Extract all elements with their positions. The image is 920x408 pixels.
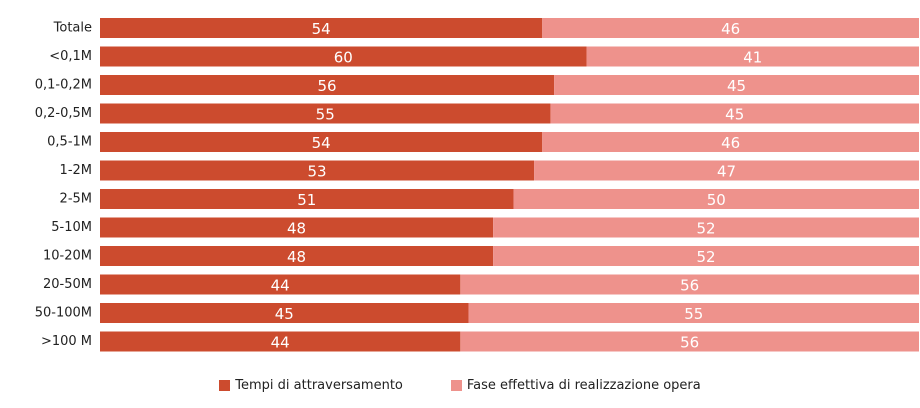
legend: Tempi di attraversamento Fase effettiva … (0, 373, 920, 397)
bar-segment-series-1 (100, 132, 543, 152)
category-label: 0,1-0,2M (35, 78, 92, 93)
bar-segment-series-2 (493, 217, 919, 238)
data-labels: 54 46 60 41 56 45 55 45 54 46 53 47 51 50 48 52 48 52 44 56… (271, 20, 763, 352)
data-label-series-2: 45 (725, 106, 744, 124)
data-label-series-1: 51 (297, 191, 316, 209)
data-label-series-2: 46 (721, 20, 740, 38)
category-label: 0,2-0,5M (35, 106, 92, 121)
category-label: 50-100M (35, 306, 92, 321)
bar-segment-series-1 (100, 303, 469, 323)
legend-item-series-2: Fase effettiva di realizzazione opera (450, 377, 701, 393)
data-label-series-1: 45 (275, 305, 294, 323)
data-label-series-1: 54 (312, 134, 331, 152)
category-label: Totale (53, 21, 92, 36)
bar-segment-series-1 (100, 46, 587, 67)
data-label-series-2: 52 (697, 248, 716, 266)
data-label-series-1: 55 (316, 106, 335, 124)
category-label: <0,1M (49, 49, 92, 64)
data-label-series-2: 56 (680, 334, 699, 352)
data-label-series-2: 56 (680, 277, 699, 295)
legend-swatch-series-1 (219, 379, 231, 391)
bar-segment-series-1 (100, 160, 535, 181)
data-label-series-1: 60 (334, 49, 353, 67)
category-label: 5-10M (51, 220, 92, 235)
bar-segment-series-2 (554, 75, 919, 95)
category-label: 2-5M (60, 192, 92, 207)
data-label-series-1: 53 (307, 163, 326, 181)
legend-item-series-1: Tempi di attraversamento (219, 378, 403, 393)
bar-segment-series-1 (100, 75, 555, 95)
bar-segment-series-2 (542, 132, 919, 152)
category-label: 1-2M (60, 163, 92, 178)
bar-segment-series-2 (542, 18, 919, 38)
bar-segment-series-1 (100, 274, 461, 295)
data-label-series-1: 44 (271, 334, 290, 352)
bar-segment-series-2 (513, 189, 919, 209)
category-axis-labels: Totale <0,1M 0,1-0,2M 0,2-0,5M 0,5-1M 1-2M 2-5… (35, 21, 92, 350)
legend-label-series-1: Tempi di attraversamento (235, 377, 403, 393)
category-label: 0,5-1M (47, 135, 92, 150)
data-label-series-2: 47 (717, 163, 736, 181)
bar-segment-series-1 (100, 103, 551, 124)
data-label-series-2: 52 (697, 220, 716, 238)
bar-segment-series-1 (100, 189, 514, 209)
category-label: 10-20M (43, 249, 92, 264)
bar-segment-series-2 (586, 46, 919, 67)
data-label-series-1: 54 (312, 20, 331, 38)
bar-segment-series-1 (100, 217, 494, 238)
bar-segment-series-2 (460, 331, 919, 352)
data-label-series-2: 50 (707, 191, 726, 209)
legend-swatch-series-2 (450, 379, 462, 391)
data-label-series-2: 46 (721, 134, 740, 152)
bars (100, 18, 919, 352)
bar-segment-series-1 (100, 331, 461, 352)
bar-segment-series-1 (100, 18, 543, 38)
data-label-series-1: 48 (287, 248, 306, 266)
bar-segment-series-1 (100, 246, 494, 266)
bar-segment-series-2 (550, 103, 919, 124)
data-label-series-1: 44 (271, 277, 290, 295)
bar-segment-series-2 (493, 246, 919, 266)
category-label: 20-50M (43, 277, 92, 292)
bar-segment-series-2 (534, 160, 919, 181)
data-label-series-2: 41 (743, 49, 762, 67)
data-label-series-2: 55 (684, 305, 703, 323)
data-label-series-1: 48 (287, 220, 306, 238)
stacked-bar-chart: Totale <0,1M 0,1-0,2M 0,2-0,5M 0,5-1M 1-2M 2-5… (35, 18, 919, 352)
bar-segment-series-2 (460, 274, 919, 295)
data-label-series-1: 56 (318, 77, 337, 95)
category-label: >100 M (41, 334, 92, 349)
data-label-series-2: 45 (727, 77, 746, 95)
legend-label-series-2: Fase effettiva di realizzazione opera (466, 377, 701, 393)
bar-segment-series-2 (468, 303, 919, 323)
